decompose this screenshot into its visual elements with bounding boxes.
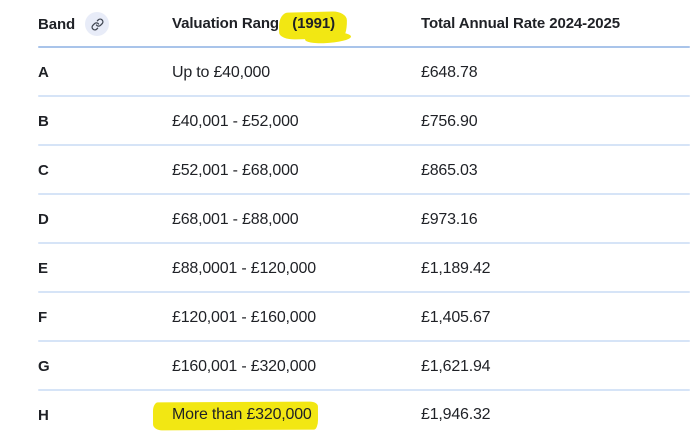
band-cell: H — [38, 407, 172, 424]
valuation-range-value: £52,001 - £68,000 — [172, 161, 299, 179]
band-cell: D — [38, 211, 172, 228]
column-header-valuation-year-highlighted: (1991) — [292, 15, 335, 32]
rate-cell: £973.16 — [421, 211, 690, 229]
rate-cell: £1,189.42 — [421, 260, 690, 278]
header-cell-band: Band — [38, 12, 172, 36]
annual-rate-value: £756.90 — [421, 112, 478, 130]
band-letter: A — [38, 64, 49, 81]
valuation-range-value: £68,001 - £88,000 — [172, 210, 299, 228]
range-cell: More than £320,000 — [172, 406, 421, 424]
column-header-annual-rate: Total Annual Rate 2024-2025 — [421, 15, 621, 32]
band-letter: B — [38, 113, 49, 130]
range-cell: Up to £40,000 — [172, 64, 421, 82]
link-icon[interactable] — [85, 12, 110, 36]
band-letter: H — [38, 406, 49, 424]
header-cell-annual-rate: Total Annual Rate 2024-2025 — [421, 15, 690, 33]
range-cell: £52,001 - £68,000 — [172, 162, 421, 180]
annual-rate-value: £648.78 — [421, 63, 478, 81]
valuation-range-value: £40,001 - £52,000 — [172, 112, 299, 130]
range-cell: £160,001 - £320,000 — [172, 358, 421, 376]
range-cell: £88,0001 - £120,000 — [172, 260, 421, 278]
column-header-valuation-range: Valuation Range — [172, 15, 288, 32]
table-row-band-d: D £68,001 - £88,000 £973.16 — [0, 195, 690, 244]
table-row-band-c: C £52,001 - £68,000 £865.03 — [0, 146, 690, 195]
table-header-row: Band Valuation Range (1991) Total Annual … — [0, 0, 690, 48]
table-row-band-h: H More than £320,000 £1,946.32 — [0, 391, 690, 439]
rate-cell: £756.90 — [421, 113, 690, 131]
annual-rate-value: £1,946.32 — [421, 406, 491, 423]
band-letter: C — [38, 162, 49, 179]
annual-rate-value: £973.16 — [421, 210, 478, 228]
valuation-range-value: Up to £40,000 — [172, 63, 270, 81]
band-letter: F — [38, 309, 48, 326]
table-row-band-b: B £40,001 - £52,000 £756.90 — [0, 97, 690, 146]
table-row-band-f: F £120,001 - £160,000 £1,405.67 — [0, 293, 690, 342]
rate-cell: £1,405.67 — [421, 309, 690, 327]
annual-rate-value: £1,405.67 — [421, 308, 491, 326]
band-letter: D — [38, 211, 49, 228]
band-letter: E — [38, 260, 49, 277]
band-cell: F — [38, 309, 172, 326]
column-header-band: Band — [38, 15, 76, 33]
valuation-range-value: £120,001 - £160,000 — [172, 308, 316, 326]
band-cell: B — [38, 113, 172, 130]
annual-rate-value: £865.03 — [421, 161, 478, 179]
rate-cell: £1,946.32 — [421, 406, 690, 424]
rate-cell: £1,621.94 — [421, 358, 690, 376]
valuation-range-value: £160,001 - £320,000 — [172, 357, 316, 375]
range-cell: £40,001 - £52,000 — [172, 113, 421, 131]
range-cell: £68,001 - £88,000 — [172, 211, 421, 229]
valuation-range-value-highlighted: More than £320,000 — [172, 406, 312, 423]
band-cell: A — [38, 64, 172, 81]
valuation-range-value: £88,0001 - £120,000 — [172, 259, 316, 277]
rate-cell: £648.78 — [421, 64, 690, 82]
band-cell: G — [38, 358, 172, 375]
band-cell: E — [38, 260, 172, 277]
annual-rate-value: £1,621.94 — [421, 357, 491, 375]
table-row-band-e: E £88,0001 - £120,000 £1,189.42 — [0, 244, 690, 293]
band-letter: G — [38, 358, 50, 375]
table-row-band-a: A Up to £40,000 £648.78 — [0, 48, 690, 97]
range-cell: £120,001 - £160,000 — [172, 309, 421, 327]
header-cell-valuation-range: Valuation Range (1991) — [172, 15, 421, 33]
rate-cell: £865.03 — [421, 162, 690, 180]
table-row-band-g: G £160,001 - £320,000 £1,621.94 — [0, 342, 690, 391]
annual-rate-value: £1,189.42 — [421, 259, 491, 277]
band-cell: C — [38, 162, 172, 179]
